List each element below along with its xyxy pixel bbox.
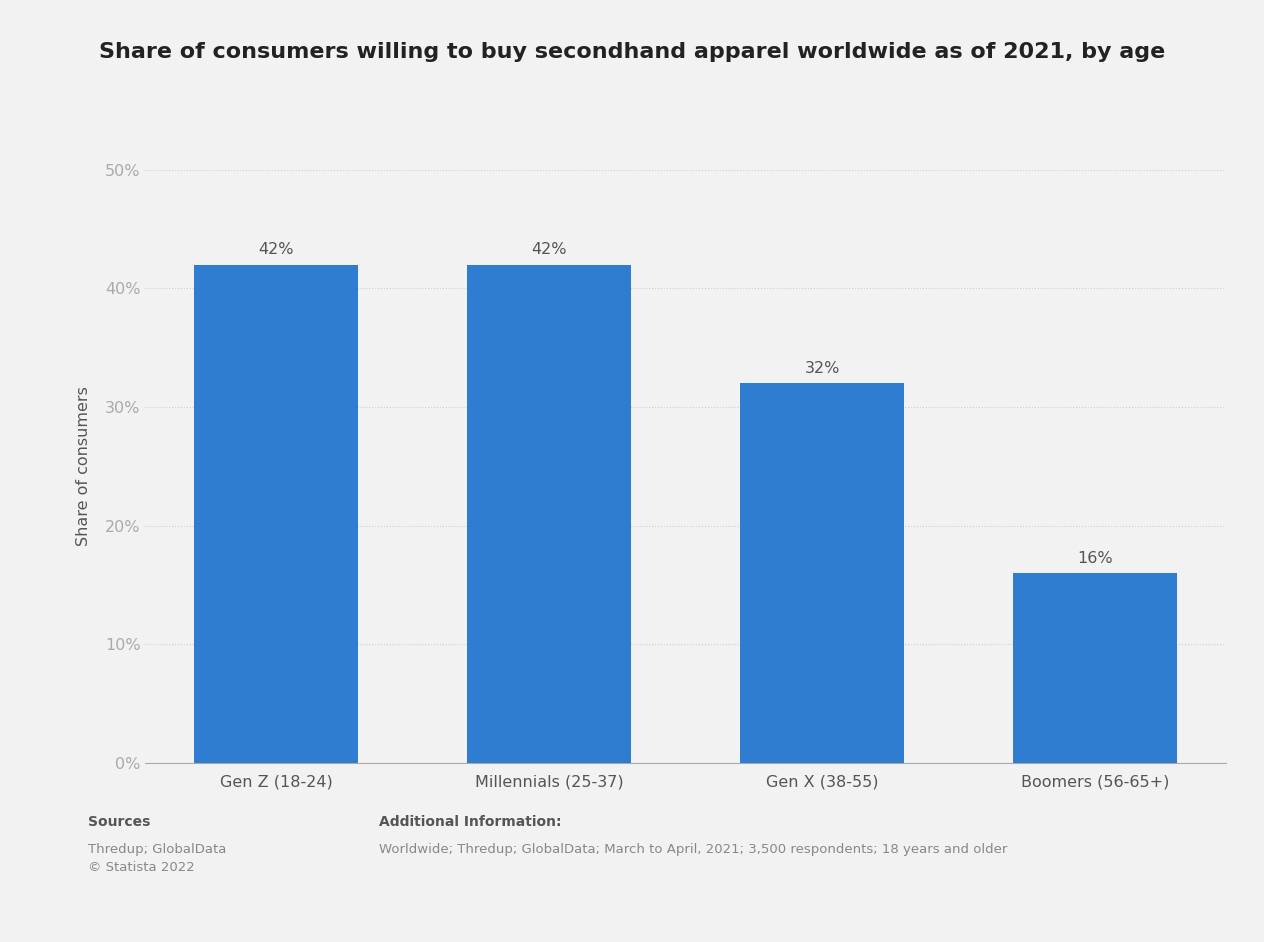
Text: 42%: 42% [532, 242, 568, 257]
Text: Thredup; GlobalData
© Statista 2022: Thredup; GlobalData © Statista 2022 [88, 843, 226, 874]
Text: 32%: 32% [804, 361, 839, 376]
Text: 42%: 42% [259, 242, 295, 257]
Text: 16%: 16% [1077, 551, 1112, 566]
Bar [741, 383, 904, 763]
Bar [195, 265, 358, 763]
Text: Sources: Sources [88, 815, 150, 829]
Text: Additional Information:: Additional Information: [379, 815, 561, 829]
Bar [1014, 573, 1177, 763]
Text: Worldwide; Thredup; GlobalData; March to April, 2021; 3,500 respondents; 18 year: Worldwide; Thredup; GlobalData; March to… [379, 843, 1007, 856]
Bar [468, 265, 631, 763]
Text: Share of consumers willing to buy secondhand apparel worldwide as of 2021, by ag: Share of consumers willing to buy second… [99, 42, 1165, 62]
Y-axis label: Share of consumers: Share of consumers [76, 386, 91, 546]
